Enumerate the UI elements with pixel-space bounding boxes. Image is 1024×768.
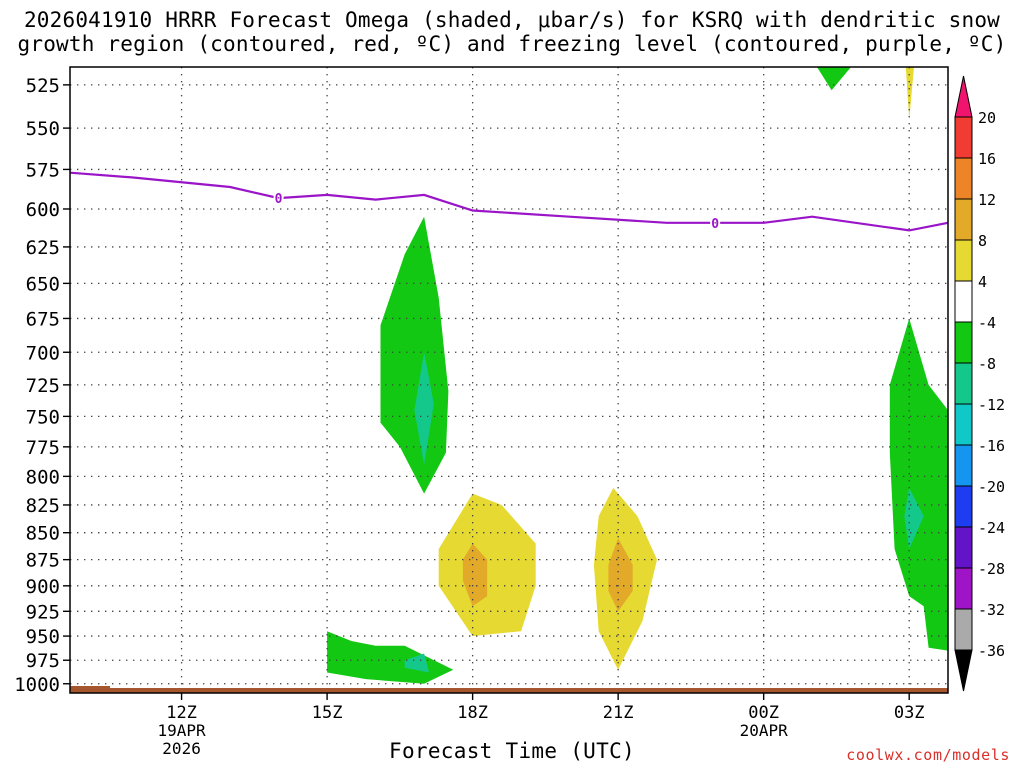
y-tick-label-875: 875: [26, 550, 60, 572]
y-tick-label-775: 775: [26, 437, 60, 459]
omega-region-teal-core-low-level: [404, 653, 429, 673]
y-tick-label-550: 550: [26, 118, 60, 140]
colorbar-label-2: 12: [978, 191, 996, 209]
y-tick-label-700: 700: [26, 342, 60, 364]
y-tick-label-625: 625: [26, 237, 60, 259]
x-tick-label-18Z: 18Z: [457, 703, 488, 723]
y-tick-label-900: 900: [26, 576, 60, 598]
freezing-level-label-0: 0: [275, 192, 283, 207]
y-tick-label-725: 725: [26, 375, 60, 397]
omega-shaded-regions: [327, 67, 948, 684]
freezing-label-bg-1: [710, 215, 721, 230]
omega-region-orange-core-18z: [462, 543, 488, 607]
freezing-level-line: [69, 171, 949, 232]
x-tick-date-00Z: 20APR: [740, 721, 789, 740]
colorbar-label-11: -28: [978, 560, 1005, 578]
colorbar-label-4: 4: [978, 273, 987, 291]
credit-link[interactable]: coolwx.com/models: [846, 746, 1010, 764]
omega-region-teal-core-03z: [904, 487, 924, 549]
y-tick-label-800: 800: [26, 466, 60, 488]
y-tick-label-750: 750: [26, 406, 60, 428]
y-tick-label-850: 850: [26, 523, 60, 545]
colorbar-label-9: -20: [978, 478, 1005, 496]
omega-region-green-ascent-low-level: [327, 631, 454, 684]
x-tick-label-21Z: 21Z: [603, 703, 634, 723]
colorbar-bin-1: [954, 116, 973, 159]
colorbar: 20 16 12 8 4 -4 -8 -12 -16 -20 -24 -28 -32 -36: [954, 75, 1005, 692]
x-tick-year-12Z: 2026: [162, 739, 201, 758]
freezing-level-contour: 00: [69, 171, 949, 232]
ground-strip-bump: [70, 686, 110, 689]
plot-frame: [69, 66, 949, 694]
x-tick-label-00Z: 00Z: [748, 703, 779, 723]
colorbar-bin-2: [954, 157, 973, 200]
colorbar-bottom-arrow: [954, 649, 973, 692]
colorbar-label-0: 20: [978, 109, 996, 127]
omega-region-teal-core-17z: [414, 352, 434, 465]
colorbar-top-arrow: [954, 75, 973, 118]
colorbar-bin-13: [954, 608, 973, 651]
colorbar-bin-6: [954, 321, 973, 364]
colorbar-label-7: -12: [978, 396, 1005, 414]
x-axis-label: Forecast Time (UTC): [389, 739, 635, 763]
colorbar-label-8: -16: [978, 437, 1005, 455]
chart-title-line-2: growth region (contoured, red, ºC) and f…: [17, 32, 1007, 56]
freezing-label-bg-0: [273, 191, 284, 206]
colorbar-label-6: -8: [978, 355, 996, 373]
colorbar-bin-4: [954, 239, 973, 282]
y-tick-label-575: 575: [26, 159, 60, 181]
colorbar-bin-3: [954, 198, 973, 241]
y-tick-label-925: 925: [26, 601, 60, 623]
omega-region-green-ascent-upper-right: [817, 67, 851, 91]
y-tick-label-650: 650: [26, 273, 60, 295]
colorbar-label-10: -24: [978, 519, 1005, 537]
colorbar-label-5: -4: [978, 314, 996, 332]
colorbar-bin-10: [954, 485, 973, 528]
omega-region-yellow-descent-top: [905, 67, 914, 120]
y-tick-label-1000: 1000: [14, 674, 60, 696]
y-tick-label-525: 525: [26, 75, 60, 97]
ground-strip: [70, 688, 948, 693]
y-tick-label-950: 950: [26, 626, 60, 648]
colorbar-label-3: 8: [978, 232, 987, 250]
omega-region-orange-core-21z: [608, 538, 633, 612]
colorbar-bin-8: [954, 403, 973, 446]
omega-region-green-ascent-17z-column: [380, 216, 449, 494]
y-tick-label-600: 600: [26, 199, 60, 221]
colorbar-label-1: 16: [978, 150, 996, 168]
x-tick-date-12Z: 19APR: [157, 721, 206, 740]
colorbar-bin-12: [954, 567, 973, 610]
colorbar-label-12: -32: [978, 601, 1005, 619]
colorbar-bin-11: [954, 526, 973, 569]
ground-surface: [70, 686, 948, 693]
omega-region-green-ascent-right-edge: [889, 318, 948, 651]
freezing-level-label-1: 0: [711, 217, 719, 232]
chart-title-line-1: 2026041910 HRRR Forecast Omega (shaded, …: [23, 8, 1001, 32]
x-tick-label-03Z: 03Z: [894, 703, 925, 723]
colorbar-bin-9: [954, 444, 973, 487]
y-tick-label-825: 825: [26, 495, 60, 517]
y-tick-label-975: 975: [26, 650, 60, 672]
x-tick-label-12Z: 12Z: [166, 703, 197, 723]
x-tick-label-15Z: 15Z: [312, 703, 343, 723]
y-axis-ticks: 525 550 575 600 625 650 675 700 725 750 775 800 825 8…: [14, 75, 70, 696]
colorbar-bin-5: [954, 280, 973, 323]
y-tick-label-675: 675: [26, 308, 60, 330]
colorbar-bin-7: [954, 362, 973, 405]
colorbar-label-13: -36: [978, 642, 1005, 660]
plot-border: [69, 66, 949, 694]
